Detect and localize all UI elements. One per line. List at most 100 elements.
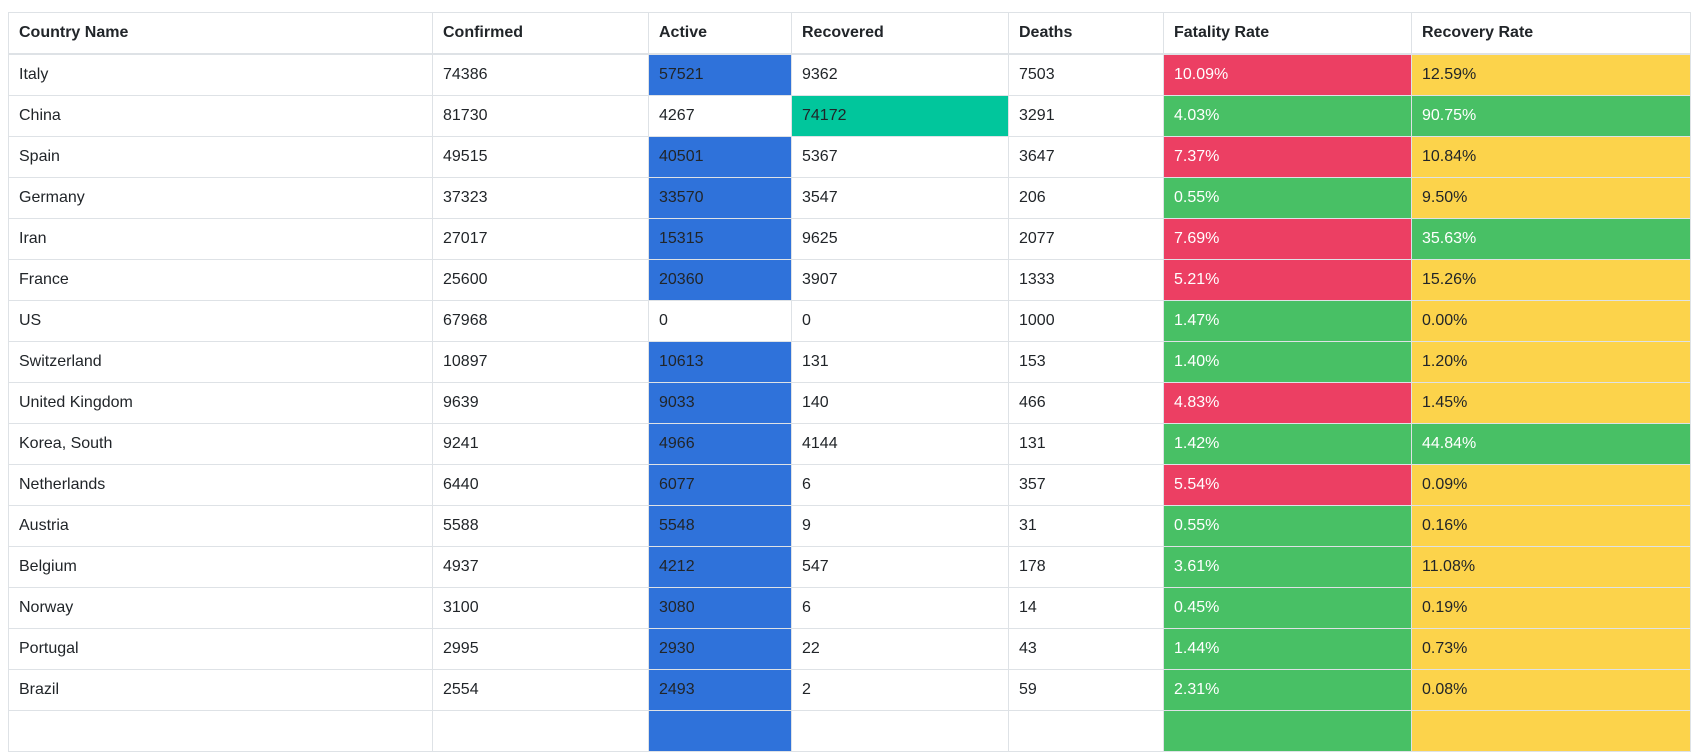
table-row: Italy 74386 57521 9362 7503 10.09% 12.59… <box>8 53 1691 96</box>
table-row: Belgium 4937 4212 547 178 3.61% 11.08% <box>8 546 1691 588</box>
cell-fatality-rate: 5.21% <box>1163 259 1412 301</box>
cell-confirmed <box>432 710 649 752</box>
cell-recovered: 2 <box>791 669 1009 711</box>
cell-fatality-rate: 2.31% <box>1163 669 1412 711</box>
cell-recovered: 6 <box>791 464 1009 506</box>
cell-active: 57521 <box>648 53 792 96</box>
cell-recovered: 9 <box>791 505 1009 547</box>
cell-fatality-rate: 1.44% <box>1163 628 1412 670</box>
cell-recovered: 0 <box>791 300 1009 342</box>
cell-recovery-rate: 44.84% <box>1411 423 1691 465</box>
cell-confirmed: 67968 <box>432 300 649 342</box>
cell-fatality-rate <box>1163 710 1412 752</box>
cell-fatality-rate: 10.09% <box>1163 53 1412 96</box>
cell-recovered: 22 <box>791 628 1009 670</box>
col-header-recovered: Recovered <box>791 12 1009 55</box>
cell-country-name: China <box>8 95 433 137</box>
table-row: Switzerland 10897 10613 131 153 1.40% 1.… <box>8 341 1691 383</box>
cell-confirmed: 9639 <box>432 382 649 424</box>
table-row: Austria 5588 5548 9 31 0.55% 0.16% <box>8 505 1691 547</box>
cell-active: 0 <box>648 300 792 342</box>
cell-fatality-rate: 5.54% <box>1163 464 1412 506</box>
cell-confirmed: 3100 <box>432 587 649 629</box>
cell-deaths: 3291 <box>1008 95 1164 137</box>
cell-recovered: 140 <box>791 382 1009 424</box>
cell-recovery-rate: 1.45% <box>1411 382 1691 424</box>
cell-confirmed: 74386 <box>432 53 649 96</box>
cell-recovered: 74172 <box>791 95 1009 137</box>
cell-country-name: France <box>8 259 433 301</box>
cell-active: 4966 <box>648 423 792 465</box>
cell-recovered: 131 <box>791 341 1009 383</box>
cell-deaths <box>1008 710 1164 752</box>
cell-country-name: Brazil <box>8 669 433 711</box>
table-row: France 25600 20360 3907 1333 5.21% 15.26… <box>8 259 1691 301</box>
cell-country-name: Germany <box>8 177 433 219</box>
table-body: Italy 74386 57521 9362 7503 10.09% 12.59… <box>8 53 1691 752</box>
cell-deaths: 2077 <box>1008 218 1164 260</box>
cell-country-name: United Kingdom <box>8 382 433 424</box>
cell-country-name: Belgium <box>8 546 433 588</box>
cell-active: 6077 <box>648 464 792 506</box>
cell-recovery-rate: 11.08% <box>1411 546 1691 588</box>
cell-fatality-rate: 4.83% <box>1163 382 1412 424</box>
cell-fatality-rate: 0.55% <box>1163 505 1412 547</box>
cell-recovered: 9625 <box>791 218 1009 260</box>
cell-country-name: Norway <box>8 587 433 629</box>
table-row: Portugal 2995 2930 22 43 1.44% 0.73% <box>8 628 1691 670</box>
cell-recovered: 4144 <box>791 423 1009 465</box>
cell-confirmed: 81730 <box>432 95 649 137</box>
cell-recovery-rate: 12.59% <box>1411 53 1691 96</box>
cell-active: 5548 <box>648 505 792 547</box>
cell-active <box>648 710 792 752</box>
cell-recovery-rate: 9.50% <box>1411 177 1691 219</box>
cell-deaths: 153 <box>1008 341 1164 383</box>
cell-confirmed: 27017 <box>432 218 649 260</box>
col-header-country-name: Country Name <box>8 12 433 55</box>
col-header-active: Active <box>648 12 792 55</box>
col-header-fatality-rate: Fatality Rate <box>1163 12 1412 55</box>
cell-recovered <box>791 710 1009 752</box>
table-row: Netherlands 6440 6077 6 357 5.54% 0.09% <box>8 464 1691 506</box>
table-row <box>8 710 1691 752</box>
cell-recovery-rate: 0.73% <box>1411 628 1691 670</box>
cell-recovery-rate: 15.26% <box>1411 259 1691 301</box>
cell-active: 9033 <box>648 382 792 424</box>
cell-active: 2493 <box>648 669 792 711</box>
cell-country-name: Iran <box>8 218 433 260</box>
table-row: China 81730 4267 74172 3291 4.03% 90.75% <box>8 95 1691 137</box>
cell-confirmed: 4937 <box>432 546 649 588</box>
cell-deaths: 59 <box>1008 669 1164 711</box>
cell-confirmed: 37323 <box>432 177 649 219</box>
cell-recovered: 5367 <box>791 136 1009 178</box>
table-row: Iran 27017 15315 9625 2077 7.69% 35.63% <box>8 218 1691 260</box>
cell-deaths: 1333 <box>1008 259 1164 301</box>
cell-confirmed: 49515 <box>432 136 649 178</box>
cell-deaths: 3647 <box>1008 136 1164 178</box>
cell-recovery-rate: 0.19% <box>1411 587 1691 629</box>
cell-recovery-rate: 0.09% <box>1411 464 1691 506</box>
cell-confirmed: 5588 <box>432 505 649 547</box>
table-row: Spain 49515 40501 5367 3647 7.37% 10.84% <box>8 136 1691 178</box>
cell-active: 4212 <box>648 546 792 588</box>
cell-recovered: 3907 <box>791 259 1009 301</box>
cell-country-name: US <box>8 300 433 342</box>
table-row: Norway 3100 3080 6 14 0.45% 0.19% <box>8 587 1691 629</box>
cell-recovery-rate: 90.75% <box>1411 95 1691 137</box>
covid-stats-table: Country Name Confirmed Active Recovered … <box>8 12 1691 752</box>
cell-active: 3080 <box>648 587 792 629</box>
cell-country-name: Austria <box>8 505 433 547</box>
cell-fatality-rate: 1.42% <box>1163 423 1412 465</box>
cell-deaths: 43 <box>1008 628 1164 670</box>
cell-recovered: 6 <box>791 587 1009 629</box>
header-row: Country Name Confirmed Active Recovered … <box>8 12 1691 55</box>
cell-country-name: Netherlands <box>8 464 433 506</box>
cell-deaths: 206 <box>1008 177 1164 219</box>
cell-active: 40501 <box>648 136 792 178</box>
cell-fatality-rate: 1.40% <box>1163 341 1412 383</box>
cell-recovery-rate: 0.08% <box>1411 669 1691 711</box>
cell-recovered: 3547 <box>791 177 1009 219</box>
cell-deaths: 131 <box>1008 423 1164 465</box>
cell-recovery-rate: 10.84% <box>1411 136 1691 178</box>
cell-confirmed: 2554 <box>432 669 649 711</box>
